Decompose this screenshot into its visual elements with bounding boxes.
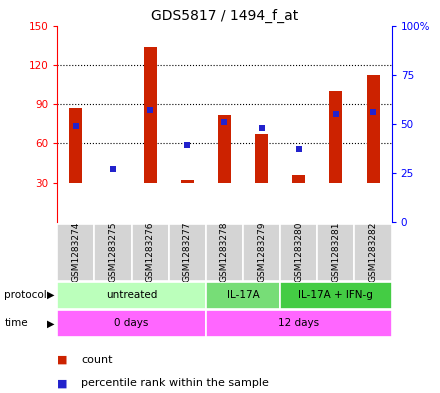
Bar [243,224,280,281]
Text: GSM1283278: GSM1283278 [220,221,229,282]
Bar [169,224,206,281]
Text: GSM1283274: GSM1283274 [71,221,80,281]
Text: GSM1283276: GSM1283276 [146,221,154,282]
Text: 12 days: 12 days [278,318,319,329]
Bar [218,115,231,183]
Text: protocol: protocol [4,290,47,300]
Bar [57,224,94,281]
Text: GSM1283279: GSM1283279 [257,221,266,282]
Text: ▶: ▶ [47,318,55,329]
Bar [143,46,157,183]
Bar [280,224,317,281]
Bar [317,224,355,281]
Bar [57,282,206,309]
Text: GSM1283277: GSM1283277 [183,221,192,282]
Text: ▶: ▶ [47,290,55,300]
Bar [206,310,392,337]
Bar [69,108,82,183]
Text: IL-17A + IFN-g: IL-17A + IFN-g [298,290,373,300]
Bar [330,91,342,183]
Text: time: time [4,318,28,329]
Bar [355,224,392,281]
Bar [367,75,380,183]
Bar [292,175,305,183]
Text: GSM1283280: GSM1283280 [294,221,303,282]
Text: 0 days: 0 days [114,318,149,329]
Bar [280,282,392,309]
Text: GSM1283282: GSM1283282 [369,221,378,281]
Text: ■: ■ [57,378,68,388]
Bar [57,310,206,337]
Bar [94,224,132,281]
Bar [206,282,280,309]
Text: untreated: untreated [106,290,157,300]
Text: count: count [81,354,113,365]
Text: GSM1283275: GSM1283275 [108,221,117,282]
Text: GSM1283281: GSM1283281 [331,221,341,282]
Bar [255,134,268,183]
Text: ■: ■ [57,354,68,365]
Bar [132,224,169,281]
Bar [181,180,194,183]
Text: IL-17A: IL-17A [227,290,259,300]
Text: percentile rank within the sample: percentile rank within the sample [81,378,269,388]
Bar [206,224,243,281]
Title: GDS5817 / 1494_f_at: GDS5817 / 1494_f_at [151,9,298,23]
